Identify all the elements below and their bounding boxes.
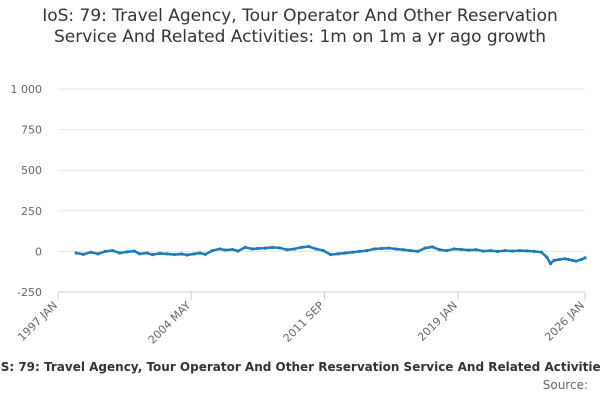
data-point[interactable] [110,248,115,253]
data-point[interactable] [89,250,93,254]
grid-layer [58,88,585,293]
y-tick-label: 500 [21,164,42,177]
data-point[interactable] [328,253,333,257]
data-point[interactable] [525,249,529,253]
data-point[interactable] [179,252,184,256]
x-tick-label: 2004 MAY [146,299,194,347]
x-axis: 1997 JAN 2004 MAY 2011 SEP 2019 JAN 2026 JAN [15,291,587,347]
data-point[interactable] [236,249,240,253]
data-point[interactable] [230,247,235,252]
y-tick-label: 750 [21,124,42,137]
data-point[interactable] [488,248,493,253]
data-point[interactable] [358,249,362,253]
data-point[interactable] [539,250,543,254]
data-point[interactable] [185,253,189,257]
data-point[interactable] [263,246,267,250]
source-note: Source: [542,378,588,392]
data-point[interactable] [394,247,398,251]
legend[interactable]: IoS: 79: Travel Agency, Tour Operator An… [0,360,600,374]
data-point[interactable] [438,248,442,252]
data-point[interactable] [503,248,507,253]
data-point[interactable] [210,248,215,253]
data-point[interactable] [172,253,176,257]
x-tick-label: 2019 JAN [415,299,460,344]
data-point[interactable] [579,257,583,262]
data-point[interactable] [150,253,155,257]
data-point[interactable] [118,251,122,255]
data-point[interactable] [81,252,86,256]
y-axis: -250 0 250 500 750 1 000 [11,83,43,299]
data-point[interactable] [557,257,562,262]
data-point[interactable] [474,248,478,252]
data-point[interactable] [430,245,434,249]
data-point[interactable] [307,244,311,249]
data-point[interactable] [574,259,578,263]
data-point[interactable] [563,257,567,261]
data-point[interactable] [192,252,196,256]
data-point[interactable] [243,245,247,249]
x-tick-label: 2026 JAN [542,299,587,344]
data-point[interactable] [532,249,536,253]
y-tick-label: 250 [21,205,42,218]
data-point[interactable] [567,257,571,262]
data-point[interactable] [250,247,255,251]
data-point[interactable] [459,247,464,252]
data-point[interactable] [583,256,587,260]
data-point[interactable] [165,252,169,256]
data-point[interactable] [125,250,129,254]
data-point[interactable] [138,252,142,256]
x-tick-label: 1997 JAN [15,299,60,344]
data-point[interactable] [365,248,369,253]
data-point[interactable] [416,249,420,253]
data-point[interactable] [96,252,100,256]
data-point[interactable] [408,248,413,253]
data-point[interactable] [145,251,149,255]
data-point[interactable] [321,248,325,253]
data-point[interactable] [299,245,304,249]
data-point[interactable] [278,246,282,250]
data-point[interactable] [132,249,136,253]
y-tick-label: -250 [17,286,42,299]
data-point[interactable] [452,247,456,251]
data-point[interactable] [350,250,354,254]
data-point[interactable] [552,258,556,262]
data-point[interactable] [103,249,107,253]
data-point[interactable] [545,255,549,259]
data-point[interactable] [336,252,340,256]
chart-title: IoS: 79: Travel Agency, Tour Operator An… [42,6,558,47]
data-point[interactable] [285,248,289,252]
data-point[interactable] [481,249,485,253]
y-tick-label: 0 [35,245,42,258]
y-tick-label: 1 000 [11,83,43,96]
data-point[interactable] [423,246,427,250]
data-point[interactable] [292,247,296,251]
data-point[interactable] [401,248,405,252]
data-point[interactable] [218,247,222,251]
legend-label: IoS: 79: Travel Agency, Tour Operator An… [0,360,600,374]
data-point[interactable] [387,246,391,250]
data-point[interactable] [379,246,384,251]
data-point[interactable] [256,246,260,251]
data-point[interactable] [343,251,347,255]
data-point[interactable] [445,248,449,253]
data-point[interactable] [314,247,318,251]
data-point[interactable] [203,252,207,256]
data-point[interactable] [223,248,227,252]
data-point[interactable] [372,247,376,251]
data-point[interactable] [517,248,522,253]
series-layer [74,244,587,266]
data-point[interactable] [570,258,574,262]
data-point[interactable] [198,251,202,255]
data-point[interactable] [510,249,514,253]
data-point[interactable] [496,249,500,253]
data-point[interactable] [158,251,162,255]
data-point[interactable] [74,251,78,255]
data-point[interactable] [548,261,553,266]
data-point[interactable] [467,248,471,252]
x-tick-label: 2011 SEP [281,299,327,345]
data-point[interactable] [270,245,275,249]
